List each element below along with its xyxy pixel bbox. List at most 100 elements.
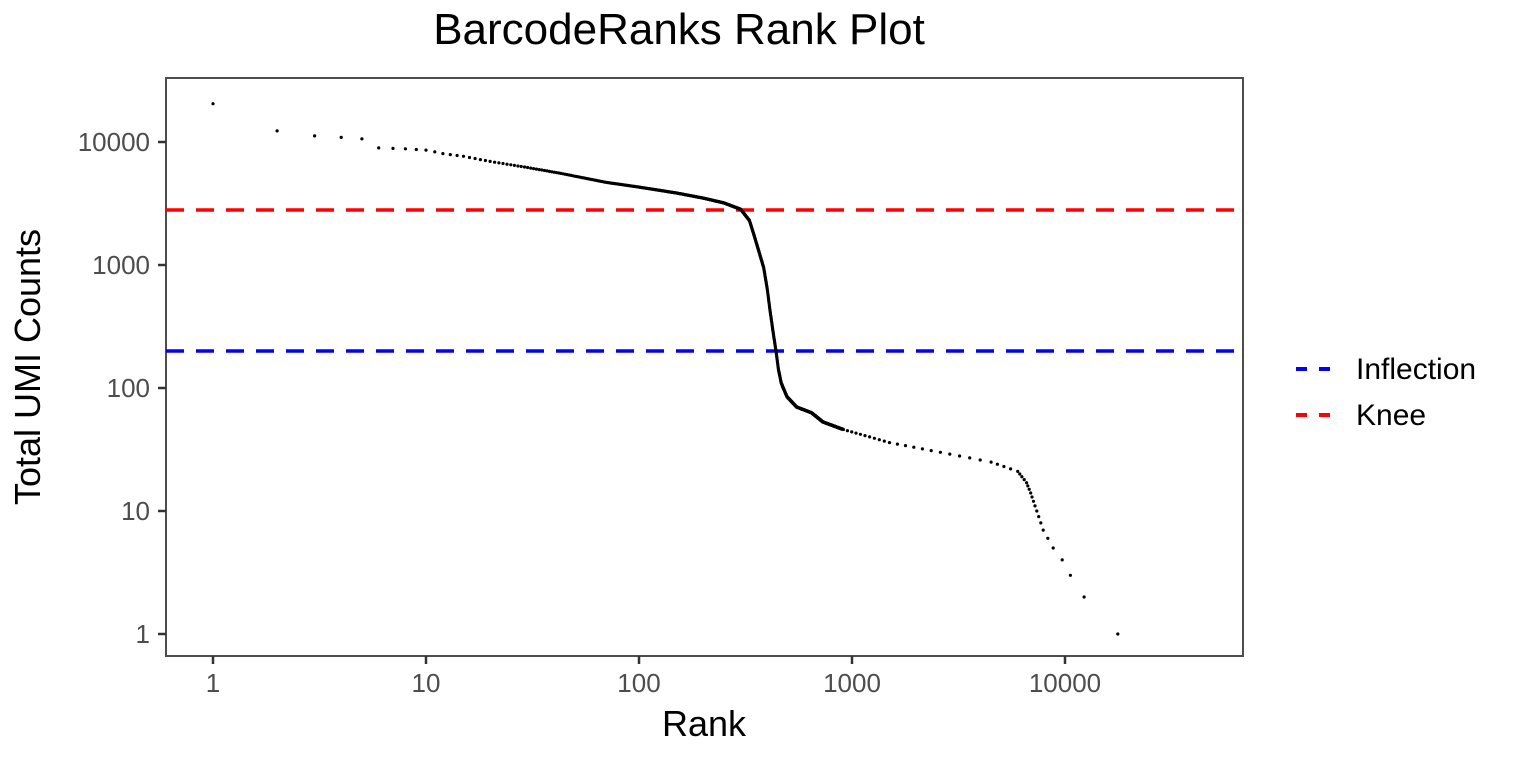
data-point xyxy=(313,134,317,138)
y-axis-title: Total UMI Counts xyxy=(7,229,48,505)
y-axis-tick-labels: 10000 1000 100 10 1 xyxy=(78,127,150,649)
y-tick-label: 10000 xyxy=(78,127,150,157)
data-point xyxy=(512,163,517,167)
data-point xyxy=(339,135,343,139)
data-point xyxy=(547,169,552,173)
chart-title: BarcodeRanks Rank Plot xyxy=(433,5,925,54)
x-axis-ticks xyxy=(211,656,1067,664)
data-point xyxy=(505,162,509,166)
legend: Inflection Knee xyxy=(1296,353,1476,432)
data-point xyxy=(403,147,407,151)
data-point xyxy=(1037,515,1041,519)
data-point xyxy=(1025,481,1029,485)
data-point xyxy=(532,167,536,171)
panel-border xyxy=(165,77,1244,657)
data-point xyxy=(887,441,892,445)
data-point xyxy=(1039,521,1043,525)
y-tick-label: 1 xyxy=(136,619,150,649)
data-point xyxy=(1033,504,1037,508)
data-points xyxy=(211,102,1120,636)
data-point xyxy=(845,429,850,433)
data-point xyxy=(882,439,886,443)
x-tick-label: 1000 xyxy=(823,668,881,698)
data-point xyxy=(537,168,541,172)
data-point xyxy=(1002,464,1006,469)
data-point xyxy=(1060,558,1064,562)
data-point xyxy=(850,430,854,434)
data-point xyxy=(1051,546,1055,550)
data-point xyxy=(534,167,539,171)
data-point xyxy=(854,431,858,435)
data-point xyxy=(1068,573,1072,577)
y-tick-label: 100 xyxy=(107,373,150,403)
data-point xyxy=(912,445,916,449)
data-point xyxy=(868,435,872,439)
data-point xyxy=(895,442,900,446)
data-point xyxy=(877,438,881,442)
legend-label-inflection: Inflection xyxy=(1356,353,1476,386)
x-tick-label: 100 xyxy=(617,668,660,698)
data-point xyxy=(1031,499,1036,503)
data-point xyxy=(461,154,466,158)
data-point xyxy=(1029,491,1033,495)
data-point xyxy=(968,456,972,460)
data-point xyxy=(841,427,845,432)
data-point xyxy=(872,436,877,440)
data-point xyxy=(433,150,437,154)
data-point xyxy=(360,137,364,141)
data-point xyxy=(414,147,418,152)
data-point xyxy=(473,156,477,161)
x-tick-label: 10000 xyxy=(1029,668,1101,698)
data-point xyxy=(448,153,452,157)
y-tick-label: 10 xyxy=(121,496,150,526)
data-point xyxy=(1046,536,1050,540)
y-axis-ticks xyxy=(158,140,166,636)
data-point xyxy=(1009,467,1013,471)
data-point xyxy=(1035,509,1039,513)
legend-label-knee: Knee xyxy=(1356,399,1426,432)
x-tick-label: 10 xyxy=(412,668,441,698)
x-axis-title: Rank xyxy=(662,703,747,744)
data-point xyxy=(978,458,982,462)
data-point xyxy=(1022,478,1026,482)
data-point xyxy=(938,450,943,454)
data-point xyxy=(516,164,520,168)
data-point xyxy=(441,152,445,156)
data-point xyxy=(989,460,993,464)
data-point xyxy=(519,164,523,169)
data-point xyxy=(391,146,395,150)
data-point xyxy=(903,444,908,448)
data-point xyxy=(540,168,544,172)
data-point xyxy=(478,158,482,162)
data-point xyxy=(211,102,215,106)
data-point xyxy=(424,148,428,152)
data-point xyxy=(863,434,867,438)
x-axis-tick-labels: 1 10 100 1000 10000 xyxy=(206,668,1101,698)
data-point xyxy=(1016,469,1020,473)
data-point xyxy=(509,163,513,167)
data-point xyxy=(488,159,492,163)
data-point xyxy=(467,155,472,160)
data-point xyxy=(483,158,487,163)
data-point xyxy=(858,432,863,436)
data-point xyxy=(542,168,547,173)
data-point xyxy=(948,452,952,456)
data-point xyxy=(493,160,497,164)
data-point xyxy=(1020,475,1024,479)
data-point xyxy=(526,165,530,170)
data-point xyxy=(1116,632,1120,636)
data-point xyxy=(1041,528,1045,532)
data-point xyxy=(275,129,279,133)
data-point xyxy=(1026,484,1030,488)
data-point xyxy=(377,146,381,150)
data-point xyxy=(958,454,962,458)
y-tick-label: 1000 xyxy=(92,250,150,280)
data-point xyxy=(1030,495,1034,499)
data-point xyxy=(920,447,925,451)
data-point xyxy=(522,165,527,169)
data-point xyxy=(501,161,505,166)
data-point xyxy=(1018,472,1022,476)
data-point xyxy=(455,153,459,158)
